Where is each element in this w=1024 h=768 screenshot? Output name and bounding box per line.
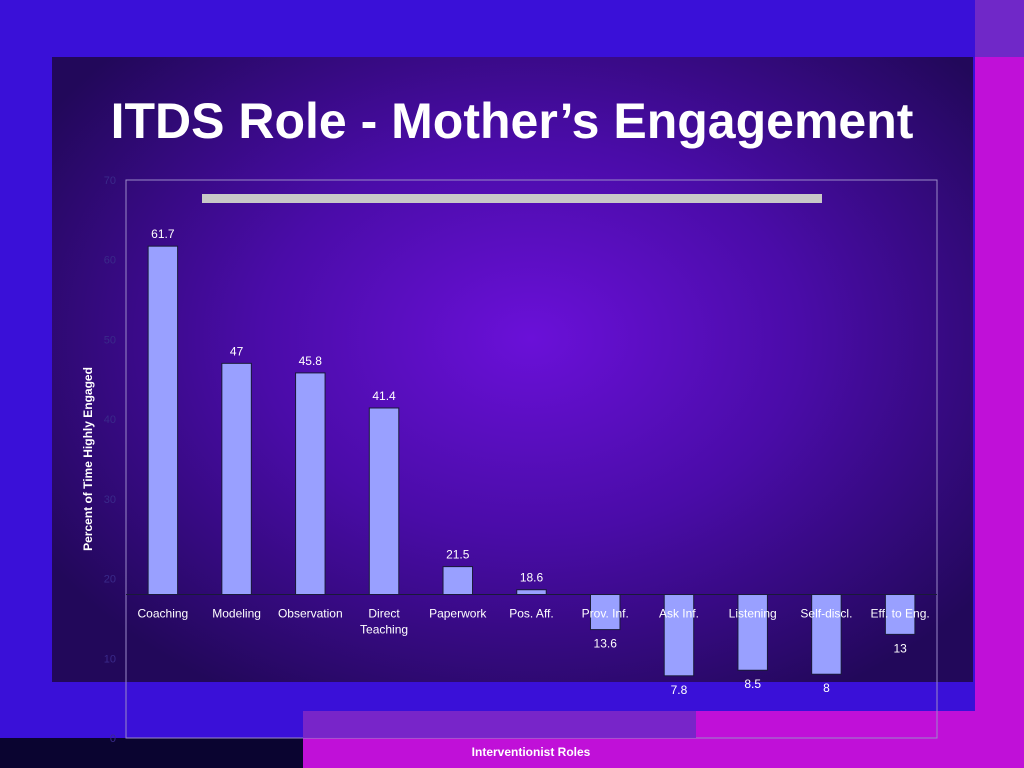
category-label: Pos. Aff. — [509, 607, 553, 621]
data-label: 47 — [230, 344, 244, 358]
slide-title: ITDS Role - Mother’s Engagement — [110, 93, 914, 149]
data-label: 61.7 — [151, 227, 175, 241]
y-axis-title: Percent of Time Highly Engaged — [81, 367, 95, 551]
decorative-gray-bar — [202, 194, 822, 203]
data-label: 13.6 — [594, 637, 618, 651]
bar — [221, 362, 252, 596]
category-label: Self-discl. — [800, 607, 852, 621]
x-axis-title: Interventionist Roles — [472, 745, 591, 759]
bar — [368, 407, 400, 596]
category-labels: Coaching Modeling Observation Direct Teachin… — [138, 607, 930, 637]
dark-bottom-left-block — [0, 738, 303, 768]
dark-content-panel — [52, 57, 973, 682]
y-tick-label: 20 — [104, 574, 116, 586]
y-tick-label: 40 — [104, 414, 116, 426]
y-tick-label: 0 — [110, 733, 116, 745]
bar — [737, 594, 768, 671]
y-tick-label: 60 — [104, 255, 116, 267]
y-tick-label: 10 — [104, 653, 116, 665]
data-label: 21.5 — [446, 548, 470, 562]
y-tick-label: 50 — [104, 334, 116, 346]
category-label: Paperwork — [429, 607, 487, 621]
bar — [884, 594, 916, 635]
data-label: 18.6 — [520, 571, 544, 585]
data-label: 7.8 — [671, 683, 688, 697]
category-label: Eff. to Eng. — [871, 607, 930, 621]
category-label: Direct Teaching — [360, 607, 408, 637]
data-label: 45.8 — [299, 354, 323, 368]
bar — [663, 594, 695, 677]
bar — [295, 372, 326, 596]
bar — [589, 594, 621, 631]
bars — [147, 245, 916, 677]
data-label: 41.4 — [372, 389, 396, 403]
category-label: Listening — [729, 607, 777, 621]
magenta-right-band — [975, 57, 1024, 768]
bar — [516, 589, 547, 596]
data-label: 8.5 — [744, 677, 761, 691]
data-label: 8 — [823, 681, 830, 695]
bar — [811, 594, 842, 675]
category-label: Modeling — [212, 607, 261, 621]
purple-corner-block — [975, 0, 1024, 57]
data-label: 13 — [893, 641, 907, 655]
purple-overlay-block — [303, 711, 696, 738]
category-label: Ask Inf. — [659, 607, 699, 621]
category-label: Observation — [278, 607, 343, 621]
category-label: Prov. Inf. — [582, 607, 629, 621]
bar — [442, 566, 474, 596]
y-tick-label: 70 — [104, 175, 116, 187]
y-tick-label: 30 — [104, 494, 116, 506]
y-axis-ticks: 0 10 20 30 40 50 60 70 — [104, 175, 116, 745]
data-labels: 61.7 47 45.8 41.4 21.5 18.6 13.6 7.8 8.5 8 13 — [151, 227, 907, 697]
category-label: Coaching — [138, 607, 189, 621]
bar — [147, 245, 179, 596]
